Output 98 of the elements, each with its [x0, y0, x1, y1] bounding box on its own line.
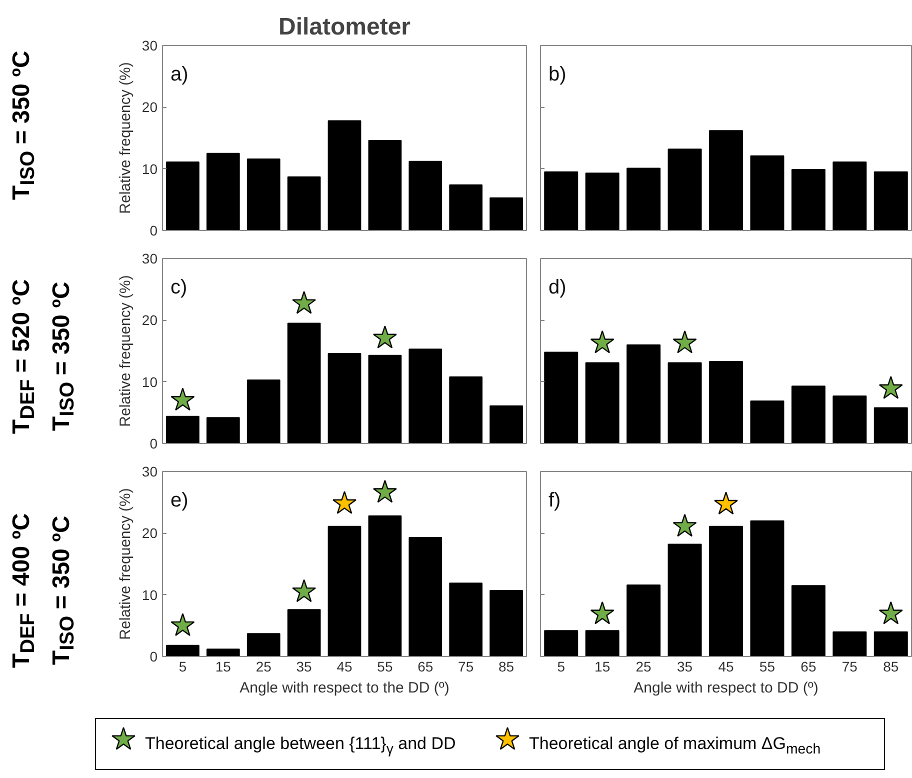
bar [791, 386, 826, 444]
y-tick-label: 0 [150, 222, 158, 238]
bar [585, 362, 620, 444]
bar [328, 120, 362, 230]
bar [287, 609, 321, 656]
bar [287, 176, 321, 230]
annotation: f) [548, 490, 561, 512]
bar [206, 648, 240, 656]
x-tick-label: 75 [842, 658, 858, 674]
bar [544, 352, 578, 444]
bar [449, 582, 483, 656]
bar [874, 171, 908, 230]
x-tick-label: 85 [498, 658, 514, 674]
bar [408, 536, 442, 656]
bar [246, 379, 280, 444]
y-tick-label: 30 [142, 464, 158, 480]
y-tick-label: 10 [142, 160, 158, 177]
x-tick-label: 45 [718, 658, 734, 674]
bar [832, 631, 867, 656]
x-tick-label: 75 [458, 658, 474, 674]
bar [246, 633, 280, 656]
bar [626, 584, 661, 656]
bar [544, 630, 578, 656]
y-axis-title: Relative frequency (%) [116, 62, 134, 214]
y-tick-label: 30 [142, 38, 158, 54]
bar [166, 416, 200, 444]
legend-label: Theoretical angle of maximum ΔG$_{mech}$ [529, 733, 821, 760]
x-tick-label: 15 [594, 658, 610, 674]
bar [408, 160, 442, 230]
bar [206, 152, 240, 230]
x-tick-label: 65 [800, 658, 816, 674]
x-tick-label: 35 [296, 658, 312, 674]
bar [287, 322, 321, 444]
bar [626, 168, 661, 230]
bar [750, 520, 784, 656]
annotation: c) [170, 276, 188, 298]
y-tick-label: 10 [142, 374, 158, 390]
bar [668, 544, 702, 656]
bar [490, 197, 523, 230]
y-tick-label: 30 [142, 250, 158, 266]
bar [709, 360, 743, 444]
annotation: e) [170, 490, 188, 512]
bar [668, 362, 702, 444]
annotation: b) [548, 64, 566, 86]
y-axis-title: Relative frequency (%) [116, 488, 134, 640]
x-axis-title: Angle with respect to DD (º) [634, 680, 818, 696]
bar [368, 140, 402, 230]
bar [750, 400, 784, 444]
bar [832, 396, 867, 444]
x-tick-label: 65 [418, 658, 434, 674]
bar [490, 405, 523, 444]
bar [368, 515, 402, 656]
bar [791, 585, 826, 656]
bar [626, 344, 661, 444]
x-tick-label: 25 [636, 658, 652, 674]
y-axis-title: Relative frequency (%) [116, 275, 134, 427]
bar [206, 417, 240, 444]
x-tick-label: 25 [256, 658, 272, 674]
x-tick-label: 85 [883, 658, 899, 674]
bar [408, 348, 442, 444]
legend-label: Theoretical angle between {111}$_{γ}$ and DD [145, 733, 456, 760]
x-tick-label: 45 [336, 658, 352, 674]
x-tick-label: 15 [215, 658, 232, 674]
bar [874, 407, 908, 444]
x-tick-label: 5 [557, 658, 566, 674]
x-tick-label: 35 [676, 658, 693, 674]
bar [585, 630, 620, 656]
y-tick-label: 0 [150, 648, 158, 664]
bar [449, 184, 483, 230]
x-axis-title: Angle with respect to the DD (º) [240, 680, 450, 696]
bar [832, 162, 867, 230]
chart-title: Dilatometer [278, 14, 411, 40]
y-tick-label: 20 [142, 99, 158, 116]
bar [791, 168, 826, 230]
y-tick-label: 0 [150, 436, 158, 452]
bar [166, 644, 200, 656]
bar [166, 162, 200, 230]
y-tick-label: 10 [142, 586, 158, 603]
annotation: d) [548, 276, 566, 298]
y-tick-label: 20 [142, 525, 158, 542]
bar [709, 130, 743, 230]
annotation: a) [170, 64, 188, 86]
bar [874, 631, 908, 656]
bar [328, 352, 362, 444]
x-tick-label: 55 [377, 658, 393, 674]
y-tick-label: 20 [142, 312, 158, 328]
bar [246, 158, 280, 230]
bar [490, 590, 523, 656]
bar [585, 172, 620, 230]
bar [544, 171, 578, 230]
bar [449, 376, 483, 444]
bar [368, 354, 402, 444]
bar [750, 155, 784, 230]
x-tick-label: 55 [759, 658, 776, 674]
x-tick-label: 5 [178, 658, 187, 674]
bar [668, 148, 702, 230]
bar [709, 526, 743, 656]
bar [328, 526, 362, 656]
